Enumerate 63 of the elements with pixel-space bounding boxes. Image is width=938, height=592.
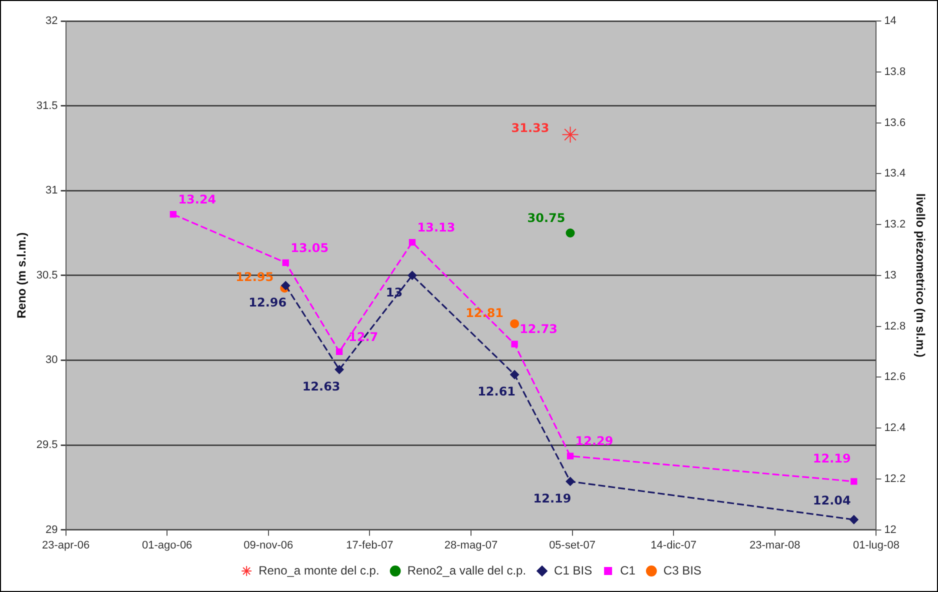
data-label: 13.24 <box>178 192 216 206</box>
y2-tick-label: 12.6 <box>884 371 906 384</box>
y2-tick-label: 12.8 <box>884 320 906 332</box>
x-tick-label: 05-set-07 <box>549 539 596 552</box>
y-tick-label: 29.5 <box>36 439 58 452</box>
y2-tick-label: 13.2 <box>884 218 906 231</box>
point <box>408 270 417 280</box>
point <box>408 239 416 246</box>
point <box>566 452 574 460</box>
data-label: 12.19 <box>812 452 851 466</box>
data-label: 12.19 <box>533 492 572 506</box>
point <box>510 319 520 328</box>
data-label: 12.73 <box>520 322 558 336</box>
y2-tick-label: 12 <box>884 524 896 536</box>
point <box>849 515 858 524</box>
x-tick-label: 23-mar-08 <box>750 539 800 552</box>
point <box>510 370 520 380</box>
legend-label: C1 <box>620 563 636 578</box>
y2-axis-title: livello piezometrico (m sl.m.) <box>913 193 928 358</box>
x-tick-label: 01-ago-06 <box>142 539 192 552</box>
data-label: 12.63 <box>302 380 340 394</box>
x-tick-label: 14-dic-07 <box>650 539 697 552</box>
data-label: 12.61 <box>478 384 516 399</box>
data-label: 30.75 <box>527 211 566 226</box>
data-label: 13.13 <box>417 220 456 234</box>
y2-tick-label: 14 <box>884 15 896 28</box>
y2-tick-label: 13.6 <box>884 116 906 129</box>
y-tick-label: 29 <box>46 524 58 536</box>
data-label: 12.04 <box>812 494 851 508</box>
y2-tick-label: 12.2 <box>884 472 906 485</box>
point <box>170 211 177 218</box>
x-tick-label: 09-nov-06 <box>244 539 294 552</box>
data-label: 13.05 <box>290 240 329 255</box>
point <box>281 281 290 290</box>
x-tick-label: 23-apr-06 <box>42 539 90 552</box>
x-tick-label: 17-feb-07 <box>346 539 394 552</box>
x-tick-label: 28-mag-07 <box>444 539 498 552</box>
data-label: 12.29 <box>575 434 614 448</box>
data-label: 12.96 <box>248 296 287 310</box>
y2-tick-label: 12.4 <box>884 422 906 434</box>
y-tick-label: 31.5 <box>36 100 58 112</box>
point <box>850 478 858 485</box>
point <box>511 340 518 348</box>
point <box>566 476 575 486</box>
y2-tick-label: 13 <box>884 269 896 282</box>
legend-label: C3 BIS <box>663 563 702 578</box>
data-label: 31.33 <box>511 120 550 135</box>
point <box>282 259 289 266</box>
data-label: 12.81 <box>466 306 504 320</box>
y-tick-label: 30.5 <box>36 269 58 282</box>
point <box>336 348 343 356</box>
y-axis-title: Reno (m s.l.m.) <box>14 232 29 318</box>
data-label: 12.7 <box>348 330 378 344</box>
y-tick-label: 32 <box>46 15 58 28</box>
y2-tick-label: 13.8 <box>884 66 906 78</box>
y-tick-label: 30 <box>46 354 58 366</box>
legend-label: Reno_a monte del c.p. <box>258 563 380 578</box>
y-tick-label: 31 <box>46 184 58 197</box>
legend-label: C1 BIS <box>554 563 592 578</box>
legend-label: Reno2_a valle del c.p. <box>407 563 526 578</box>
x-tick-label: 01-lug-08 <box>852 539 900 552</box>
point <box>334 365 344 374</box>
y2-tick-label: 13.4 <box>884 168 906 180</box>
